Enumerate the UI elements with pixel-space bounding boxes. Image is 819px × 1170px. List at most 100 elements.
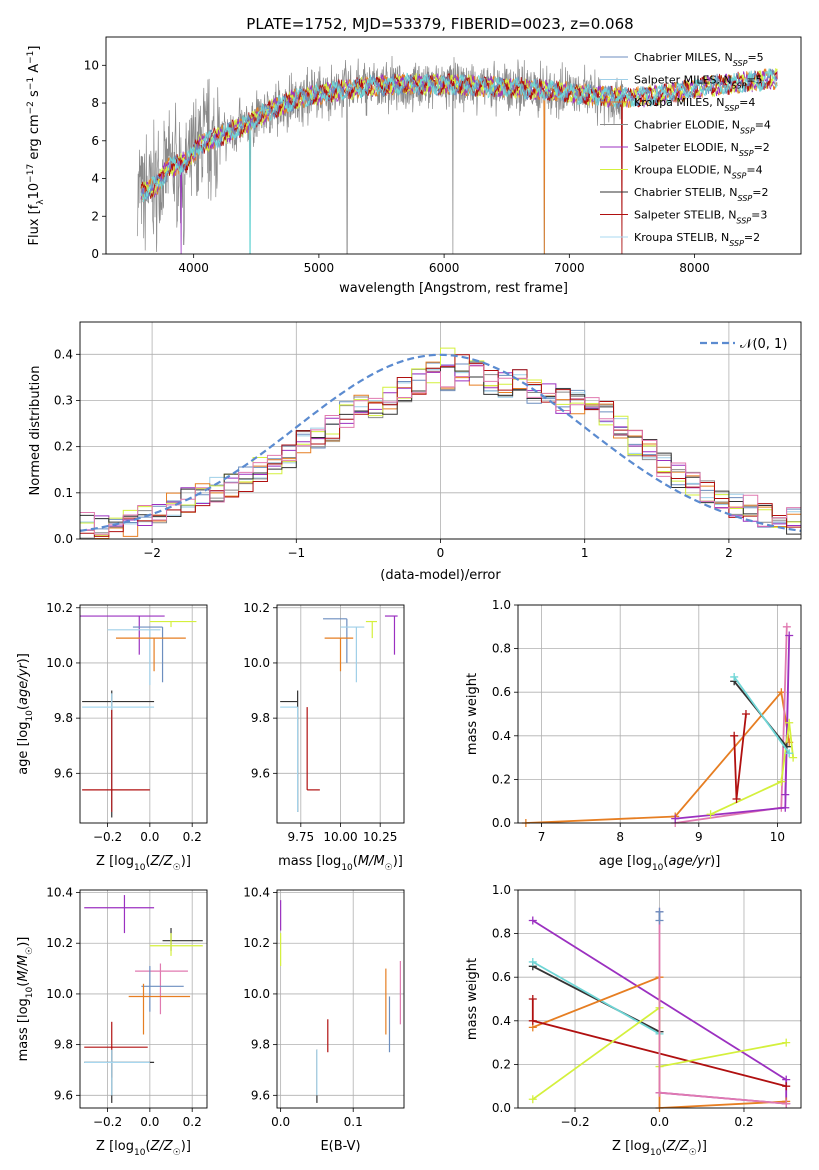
y-axis-label: Flux [fλ10−17 erg cm−2 s−1 A−1] bbox=[26, 46, 46, 246]
weight-marker bbox=[789, 753, 798, 762]
axes-frame bbox=[79, 889, 208, 1109]
model-spectrum-line bbox=[140, 68, 778, 254]
x-tick-label: 2 bbox=[725, 546, 733, 560]
weight-series-line bbox=[525, 690, 791, 823]
axes-frame bbox=[276, 889, 405, 1109]
legend-entry: Kroupa STELIB, NSSP=2 bbox=[634, 231, 760, 248]
weight-marker bbox=[785, 749, 794, 758]
weight-marker bbox=[528, 1095, 537, 1104]
residual-histogram bbox=[80, 354, 801, 537]
y-tick-label: 0.1 bbox=[54, 486, 73, 500]
y-tick-label: 9.6 bbox=[54, 766, 73, 780]
y-tick-label: 0.8 bbox=[492, 642, 511, 656]
axes-frame bbox=[79, 321, 802, 540]
weight-marker bbox=[785, 718, 794, 727]
y-tick-label: 0.4 bbox=[54, 347, 73, 361]
x-axis-label: age [log10(age/yr)] bbox=[599, 854, 721, 873]
y-tick-label: 10.2 bbox=[46, 601, 73, 615]
weight-series-line bbox=[532, 961, 660, 1035]
legend-entry: Kroupa MILES, NSSP=4 bbox=[634, 96, 755, 113]
legend-entry: Kroupa ELODIE, NSSP=4 bbox=[634, 164, 763, 181]
x-tick-label: 0.2 bbox=[183, 830, 202, 844]
weight-marker bbox=[671, 814, 680, 823]
figure-title: PLATE=1752, MJD=53379, FIBERID=0023, z=0… bbox=[246, 15, 633, 33]
residual-histogram bbox=[80, 347, 801, 536]
y-tick-label: 10.0 bbox=[46, 656, 73, 670]
y-tick-label: 0.0 bbox=[492, 1101, 511, 1115]
weight-marker bbox=[782, 622, 791, 631]
weight-marker bbox=[777, 777, 786, 786]
y-tick-label: 9.6 bbox=[251, 766, 270, 780]
x-tick-label: −2 bbox=[143, 546, 161, 560]
weight-marker bbox=[781, 803, 790, 812]
weight-series-line bbox=[733, 713, 747, 800]
y-tick-label: 9.6 bbox=[251, 1088, 270, 1102]
x-tick-label: 5000 bbox=[304, 261, 335, 275]
x-axis-label: E(B-V) bbox=[320, 1139, 360, 1154]
y-tick-label: 9.8 bbox=[251, 1038, 270, 1052]
y-tick-label: 0.4 bbox=[492, 1014, 511, 1028]
y-axis-label: mass weight bbox=[465, 673, 480, 755]
y-tick-label: 0 bbox=[91, 247, 99, 261]
x-tick-label: 0.0 bbox=[271, 1115, 290, 1129]
x-tick-label: 7000 bbox=[554, 261, 585, 275]
x-axis-label: Z [log10(Z/Z☉)] bbox=[612, 1139, 707, 1158]
weight-marker bbox=[528, 957, 537, 966]
weight-vs-age-panel: 7 8 9 10 0.0 0.2 0.4 0.6 0.8 1.0 age [log10(age/yr… bbox=[465, 598, 802, 873]
weight-marker bbox=[782, 1082, 791, 1091]
x-tick-label: 0.2 bbox=[734, 1115, 753, 1129]
y-tick-label: 4 bbox=[91, 172, 99, 186]
y-tick-label: 0.2 bbox=[54, 440, 73, 454]
legend-entry: Salpeter MILES, NSSP=5 bbox=[634, 74, 763, 91]
x-tick-label: 0.2 bbox=[183, 1115, 202, 1129]
residuals-panel: −2 −1 0 1 2 0.0 0.1 0.2 0.3 0.4 𝒩(0, 1) (data-model… bbox=[28, 321, 802, 583]
x-tick-label: −0.2 bbox=[93, 1115, 122, 1129]
x-tick-label: 8 bbox=[616, 830, 624, 844]
x-tick-label: −0.2 bbox=[560, 1115, 589, 1129]
y-tick-label: 10.0 bbox=[243, 656, 270, 670]
x-tick-label: 10 bbox=[770, 830, 785, 844]
y-tick-label: 1.0 bbox=[492, 598, 511, 612]
spectrum-panel: 4000 5000 6000 7000 8000 0 2 4 6 8 10 wavelength [A… bbox=[26, 36, 802, 296]
y-axis-label: Normed distribution bbox=[28, 366, 43, 496]
x-axis-label: Z [log10(Z/Z☉)] bbox=[96, 1139, 191, 1158]
weight-marker bbox=[785, 631, 794, 640]
model-spectrum-line bbox=[140, 67, 778, 198]
legend-entry: Salpeter STELIB, NSSP=3 bbox=[634, 209, 767, 226]
age-vs-metallicity-panel: −0.2 0.0 0.2 9.6 9.8 10.0 10.2 Z [log10(Z/Z☉)] a… bbox=[16, 601, 208, 873]
x-axis-label: mass [log10(M/M☉)] bbox=[278, 854, 403, 873]
legend-entry: Chabrier MILES, NSSP=5 bbox=[634, 51, 764, 68]
weight-marker bbox=[732, 795, 741, 804]
y-tick-label: 10.2 bbox=[243, 936, 270, 950]
y-tick-label: 2 bbox=[91, 209, 99, 223]
y-axis-label: mass weight bbox=[465, 958, 480, 1040]
y-tick-label: 10 bbox=[84, 58, 99, 72]
legend-entry: 𝒩(0, 1) bbox=[740, 337, 787, 352]
weight-marker bbox=[706, 810, 715, 819]
y-tick-label: 10.0 bbox=[46, 987, 73, 1001]
weight-vs-metallicity-panel: −0.2 0.0 0.2 0.0 0.2 0.4 0.6 0.8 1.0 Z [log10(Z/Z… bbox=[465, 883, 802, 1158]
axes-frame bbox=[276, 604, 405, 824]
x-axis-label: wavelength [Angstrom, rest frame] bbox=[339, 281, 568, 296]
x-tick-label: 0.0 bbox=[140, 1115, 159, 1129]
y-tick-label: 0.2 bbox=[492, 1057, 511, 1071]
legend-entry: Chabrier ELODIE, NSSP=4 bbox=[634, 119, 771, 136]
x-tick-label: 10.00 bbox=[323, 830, 357, 844]
x-tick-label: 0.0 bbox=[650, 1115, 669, 1129]
y-tick-label: 0.3 bbox=[54, 393, 73, 407]
x-tick-label: 9.75 bbox=[287, 830, 314, 844]
weight-marker bbox=[782, 1099, 791, 1108]
weight-marker bbox=[655, 916, 664, 925]
y-tick-label: 10.4 bbox=[243, 886, 270, 900]
y-tick-label: 10.0 bbox=[243, 987, 270, 1001]
weight-marker bbox=[655, 907, 664, 916]
y-tick-label: 0.0 bbox=[492, 816, 511, 830]
weight-series-line bbox=[710, 722, 794, 816]
x-tick-label: 10.25 bbox=[363, 830, 397, 844]
weight-marker bbox=[730, 672, 739, 681]
y-tick-label: 0.8 bbox=[492, 927, 511, 941]
weight-marker bbox=[528, 995, 537, 1003]
y-axis-label: age [log10(age/yr)] bbox=[16, 653, 35, 775]
x-tick-label: −0.2 bbox=[93, 830, 122, 844]
weight-marker bbox=[655, 1088, 664, 1097]
